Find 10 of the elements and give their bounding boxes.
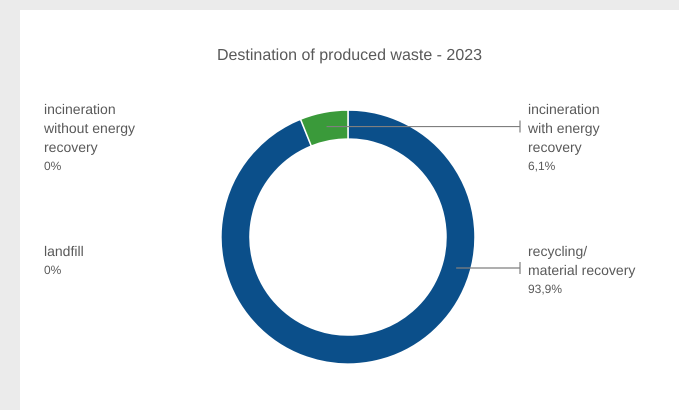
category-label: incineration without energy recovery <box>44 101 136 155</box>
donut-slice <box>220 109 476 364</box>
slice-label: incineration with energy recovery <box>527 101 600 155</box>
text: 0% <box>44 159 62 173</box>
category-label: landfill <box>44 243 84 259</box>
slice-label: recycling/ material recovery <box>528 243 636 278</box>
text: 0% <box>44 263 62 277</box>
data-label: 93,9% <box>528 282 562 296</box>
chart-title: Destination of produced waste - 2023 <box>216 47 482 64</box>
data-label: 6,1% <box>528 159 556 173</box>
